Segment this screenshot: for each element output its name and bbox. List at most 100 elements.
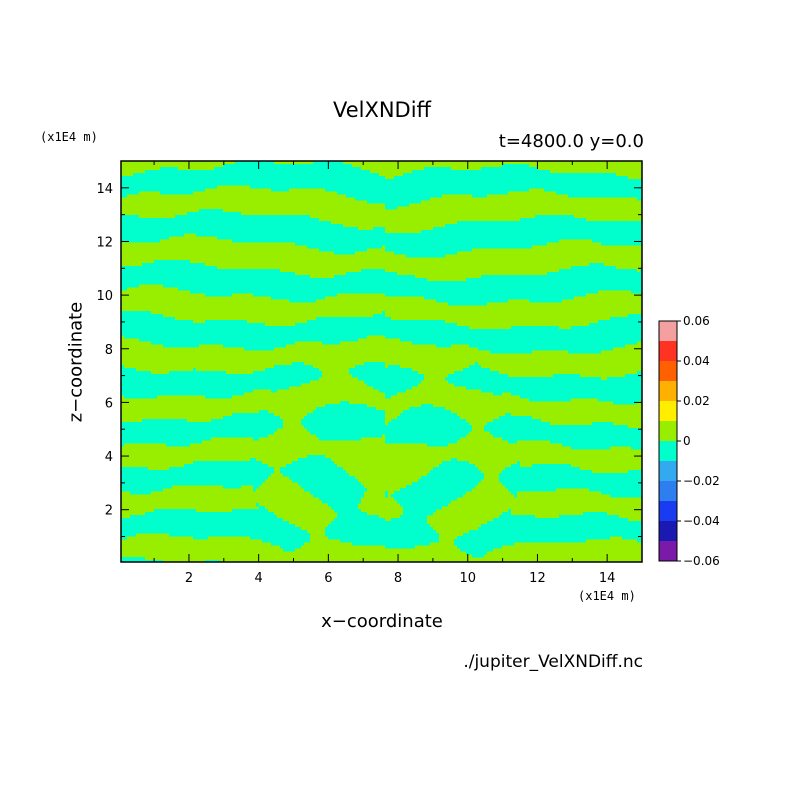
heatmap-row bbox=[121, 422, 613, 426]
field-cell bbox=[121, 221, 331, 225]
field-cell bbox=[529, 299, 562, 303]
field-cell bbox=[385, 491, 388, 495]
heatmap-row bbox=[121, 527, 642, 531]
field-cell bbox=[271, 188, 289, 192]
field-cell bbox=[601, 242, 642, 246]
field-cell bbox=[121, 374, 322, 378]
heatmap-row bbox=[142, 263, 604, 267]
field-cell bbox=[385, 494, 388, 498]
field-cell bbox=[391, 518, 427, 522]
heatmap-row bbox=[121, 536, 642, 540]
field-cell bbox=[628, 470, 642, 474]
heatmap-row bbox=[244, 347, 613, 351]
field-cell bbox=[283, 548, 295, 552]
colorbar-swatch bbox=[659, 381, 677, 401]
field-cell bbox=[301, 422, 385, 426]
field-cell bbox=[505, 413, 511, 417]
field-cell bbox=[583, 512, 607, 516]
colorbar-swatch bbox=[659, 541, 677, 561]
field-cell bbox=[121, 530, 307, 534]
field-cell bbox=[385, 437, 460, 441]
field-cell bbox=[373, 386, 412, 390]
field-cell bbox=[427, 473, 484, 477]
heatmap-row bbox=[490, 350, 601, 354]
field-cell bbox=[121, 179, 642, 183]
field-cell bbox=[388, 422, 469, 426]
field-cell bbox=[349, 371, 418, 375]
heatmap-row bbox=[121, 266, 616, 270]
heatmap-row bbox=[121, 380, 642, 384]
field-cell bbox=[253, 485, 259, 489]
field-cell bbox=[478, 347, 613, 351]
field-cell bbox=[502, 470, 592, 474]
field-cell bbox=[385, 440, 457, 444]
field-cell bbox=[313, 494, 364, 498]
heatmap-row bbox=[121, 368, 490, 372]
field-cell bbox=[502, 512, 511, 516]
heatmap-row bbox=[313, 494, 642, 498]
heatmap-row bbox=[232, 413, 511, 417]
colorbar-swatch bbox=[659, 441, 677, 461]
field-cell bbox=[121, 380, 310, 384]
field-cell bbox=[457, 221, 642, 225]
field-cell bbox=[223, 164, 352, 168]
field-cell bbox=[511, 464, 520, 468]
field-cell bbox=[250, 185, 642, 189]
field-cell bbox=[121, 518, 283, 522]
field-cell bbox=[394, 491, 466, 495]
field-cell bbox=[406, 254, 445, 258]
field-cell bbox=[385, 545, 415, 549]
heatmap-row bbox=[121, 218, 586, 222]
field-cell bbox=[367, 383, 418, 387]
field-cell bbox=[424, 167, 451, 171]
heatmap-row bbox=[259, 410, 451, 414]
field-cell bbox=[121, 425, 283, 429]
field-cell bbox=[316, 434, 382, 438]
field-cell bbox=[454, 539, 586, 543]
field-cell bbox=[556, 191, 642, 195]
colorbar-swatch bbox=[659, 501, 677, 521]
heatmap-row bbox=[250, 458, 457, 462]
field-cell bbox=[304, 488, 367, 492]
heatmap-row bbox=[271, 542, 514, 546]
field-cell bbox=[121, 524, 295, 528]
field-cell bbox=[121, 470, 274, 474]
field-cell bbox=[121, 479, 265, 483]
field-cell bbox=[325, 188, 529, 192]
heatmap-row bbox=[307, 245, 532, 249]
field-cell bbox=[628, 314, 642, 318]
field-cell bbox=[232, 509, 268, 513]
field-cell bbox=[637, 197, 642, 201]
field-cell bbox=[424, 296, 574, 300]
heatmap-row bbox=[319, 497, 457, 501]
field-cell bbox=[121, 434, 268, 438]
field-cell bbox=[121, 266, 217, 270]
field-cell bbox=[295, 242, 547, 246]
heatmap-row bbox=[121, 524, 642, 528]
field-cell bbox=[307, 455, 325, 459]
heatmap-row bbox=[307, 455, 325, 459]
field-cell bbox=[232, 413, 274, 417]
field-cell bbox=[121, 521, 289, 525]
field-cell bbox=[121, 365, 124, 369]
heatmap-row bbox=[121, 332, 642, 336]
field-cell bbox=[394, 497, 457, 501]
heatmap-row bbox=[187, 212, 241, 216]
field-cell bbox=[337, 515, 379, 519]
field-cell bbox=[439, 464, 475, 468]
field-cell bbox=[142, 419, 187, 423]
field-cell bbox=[358, 377, 424, 381]
field-cell bbox=[406, 485, 475, 489]
field-cell bbox=[445, 377, 601, 381]
field-cell bbox=[283, 473, 349, 477]
heatmap-row bbox=[292, 362, 478, 366]
field-cell bbox=[511, 491, 517, 495]
field-cell bbox=[289, 476, 355, 480]
field-cell bbox=[322, 500, 361, 504]
field-cell bbox=[571, 266, 616, 270]
field-cell bbox=[421, 476, 484, 480]
heatmap-row bbox=[130, 515, 619, 519]
heatmap-row bbox=[121, 179, 642, 183]
field-cell bbox=[337, 512, 367, 516]
field-cell bbox=[163, 284, 642, 288]
